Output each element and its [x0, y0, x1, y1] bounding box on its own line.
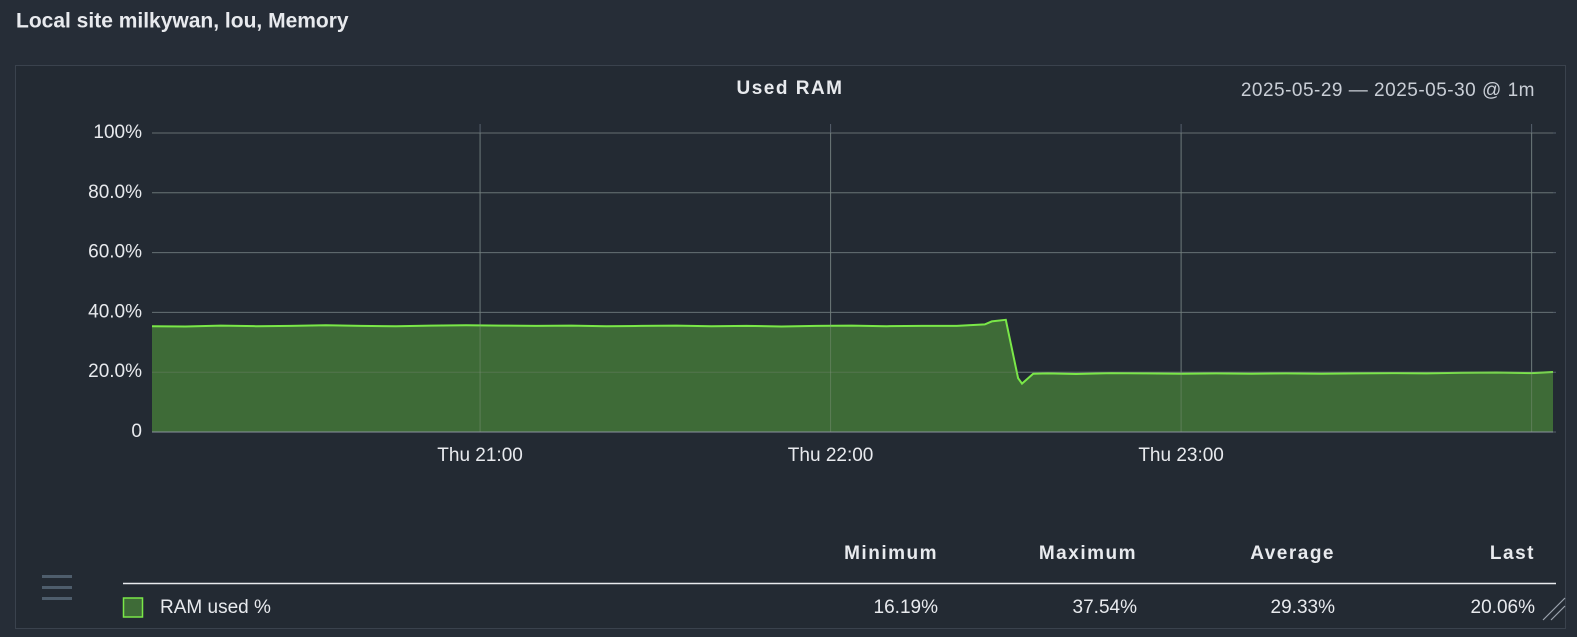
page-title: Local site milkywan, lou, Memory — [16, 10, 349, 33]
stat-header: Maximum — [1039, 543, 1137, 564]
resize-line — [1542, 597, 1566, 621]
plot — [151, 124, 1556, 433]
y-tick-label: 80.0% — [88, 182, 142, 203]
area — [152, 319, 1553, 432]
menu-bar — [42, 586, 72, 589]
chart-title: Used RAM — [736, 78, 843, 99]
y-tick-label: 100% — [93, 122, 142, 143]
legend-swatch — [122, 597, 144, 618]
stat-header: Last — [1490, 543, 1535, 564]
x-tick-label: Thu 22:00 — [788, 445, 874, 466]
x-tick-label: Thu 23:00 — [1138, 445, 1224, 466]
stat-value: 29.33% — [1271, 597, 1336, 618]
menu-bar — [42, 597, 72, 600]
y-tick-label: 60.0% — [88, 242, 142, 263]
stat-value: 37.54% — [1073, 597, 1138, 618]
stat-value: 20.06% — [1471, 597, 1536, 618]
y-tick-label: 40.0% — [88, 301, 142, 322]
menu-bar — [42, 575, 72, 578]
resize-handle[interactable] — [1542, 597, 1566, 621]
y-tick-label: 20.0% — [88, 361, 142, 382]
line — [151, 318, 1554, 386]
time-range: 2025-05-29 — 2025-05-30 @ 1m — [1241, 80, 1535, 101]
y-tick-label: 0 — [131, 421, 142, 442]
menu-icon[interactable] — [42, 575, 72, 600]
stat-header: Minimum — [844, 543, 938, 564]
x-tick-label: Thu 21:00 — [437, 445, 523, 466]
legend-label: RAM used % — [160, 597, 271, 618]
stat-value: 16.19% — [874, 597, 939, 618]
stat-header: Average — [1250, 543, 1335, 564]
resize-line — [1550, 605, 1566, 621]
